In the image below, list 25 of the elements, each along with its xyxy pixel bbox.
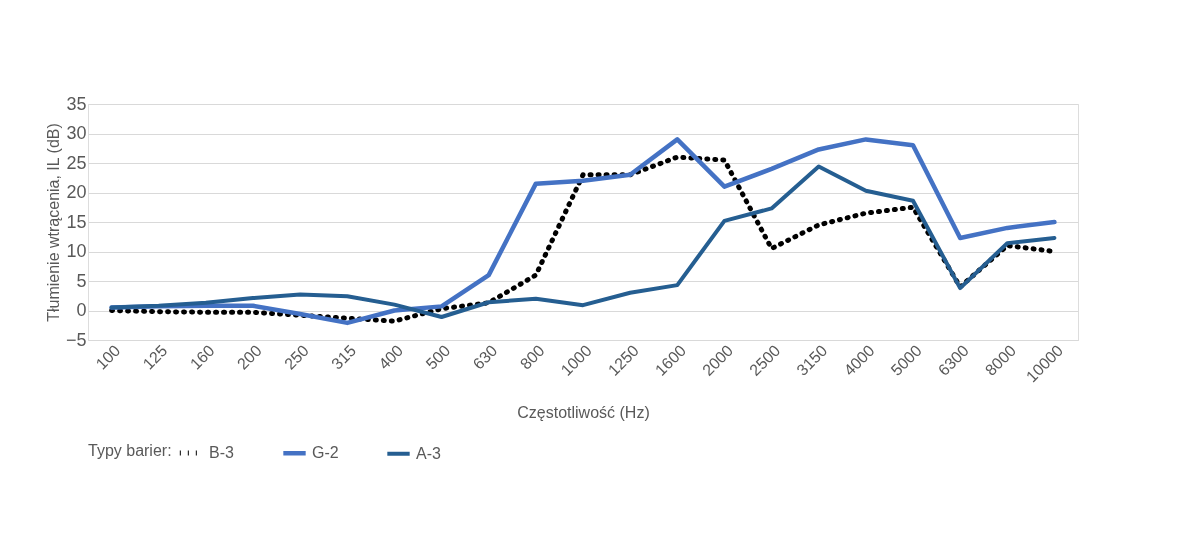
y-tick-label: 30 [66, 123, 87, 143]
legend-label: B-3 [209, 444, 234, 461]
x-tick-label: 500 [422, 341, 454, 373]
x-tick-label: 200 [233, 341, 265, 373]
x-tick-label: 800 [516, 341, 548, 373]
y-tick-label: 35 [66, 93, 87, 114]
y-tick-label: 0 [76, 300, 87, 320]
x-tick-label: 100 [92, 341, 124, 373]
y-tick-label: 20 [66, 182, 87, 202]
x-tick-label: 630 [469, 341, 501, 373]
legend-label: A-3 [416, 444, 441, 462]
y-axis-title: Tłumienie wtrącenia, IL (dB) [44, 123, 62, 322]
y-tick-label: 5 [76, 270, 87, 291]
y-tick-label: 25 [66, 152, 87, 173]
x-tick-label: 400 [375, 341, 407, 373]
y-tick-label: 10 [66, 241, 87, 261]
x-axis-title: Częstotliwość (Hz) [517, 404, 650, 422]
x-tick-label: 315 [328, 341, 360, 373]
y-tick-label: −5 [65, 329, 87, 350]
x-tick-label: 160 [186, 341, 218, 373]
x-tick-label: 125 [139, 341, 171, 373]
y-tick-label: 15 [66, 211, 87, 232]
legend-title: Typy barier: [88, 442, 172, 459]
x-tick-label: 250 [281, 341, 313, 373]
legend-label: G-2 [312, 444, 339, 462]
